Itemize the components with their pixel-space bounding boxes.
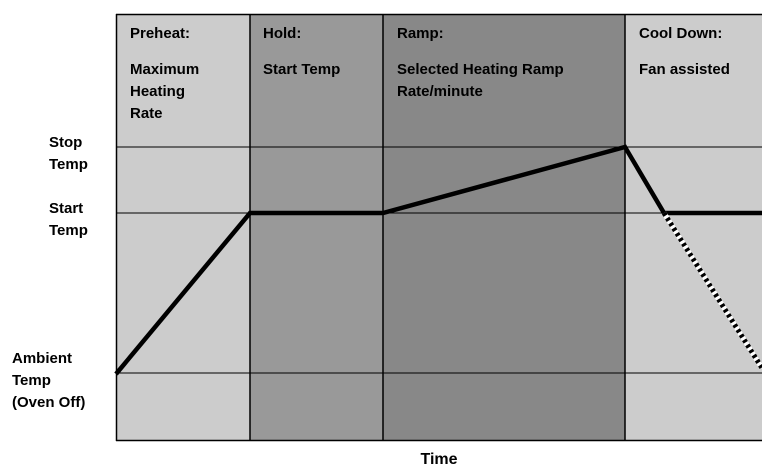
- phase-description-line: Heating: [130, 83, 185, 100]
- level-label-line: Temp: [49, 156, 88, 173]
- phase-panel-hold: [250, 14, 383, 441]
- phase-description-line: Selected Heating Ramp: [397, 61, 564, 78]
- temperature-profile-line: [114, 144, 762, 376]
- phase-panel-preheat: [116, 14, 250, 441]
- phase-label-preheat: Preheat: Maximum Heating Rate: [130, 25, 199, 122]
- stop-temp-label: Stop Temp: [49, 134, 88, 173]
- level-label-line: Ambient: [12, 350, 72, 367]
- level-label-line: (Oven Off): [12, 394, 85, 411]
- phase-description-line: Start Temp: [263, 61, 340, 78]
- x-axis-label: Time: [420, 451, 457, 468]
- phase-panel-ramp: [383, 14, 625, 441]
- level-label-line: Start: [49, 200, 83, 217]
- phase-name: Preheat:: [130, 25, 190, 42]
- start-temp-label: Start Temp: [49, 200, 88, 239]
- phase-description-line: Fan assisted: [639, 61, 730, 78]
- phase-name: Cool Down:: [639, 25, 722, 42]
- ambient-temp-label: Ambient Temp (Oven Off): [12, 350, 85, 411]
- phase-description-line: Rate/minute: [397, 83, 483, 100]
- phase-name: Ramp:: [397, 25, 444, 42]
- level-label-line: Stop: [49, 134, 82, 151]
- cooldown-dashed-path-black: [661, 211, 762, 370]
- phase-panel-cool-down: [625, 14, 762, 441]
- phase-description-line: Rate: [130, 105, 163, 122]
- phase-label-ramp: Ramp: Selected Heating Ramp Rate/minute: [397, 25, 564, 100]
- phase-label-cool-down: Cool Down: Fan assisted: [639, 25, 730, 78]
- phase-description-line: Maximum: [130, 61, 199, 78]
- level-label-line: Temp: [49, 222, 88, 239]
- phase-label-hold: Hold: Start Temp: [263, 25, 340, 78]
- phase-name: Hold:: [263, 25, 301, 42]
- level-label-line: Temp: [12, 372, 51, 389]
